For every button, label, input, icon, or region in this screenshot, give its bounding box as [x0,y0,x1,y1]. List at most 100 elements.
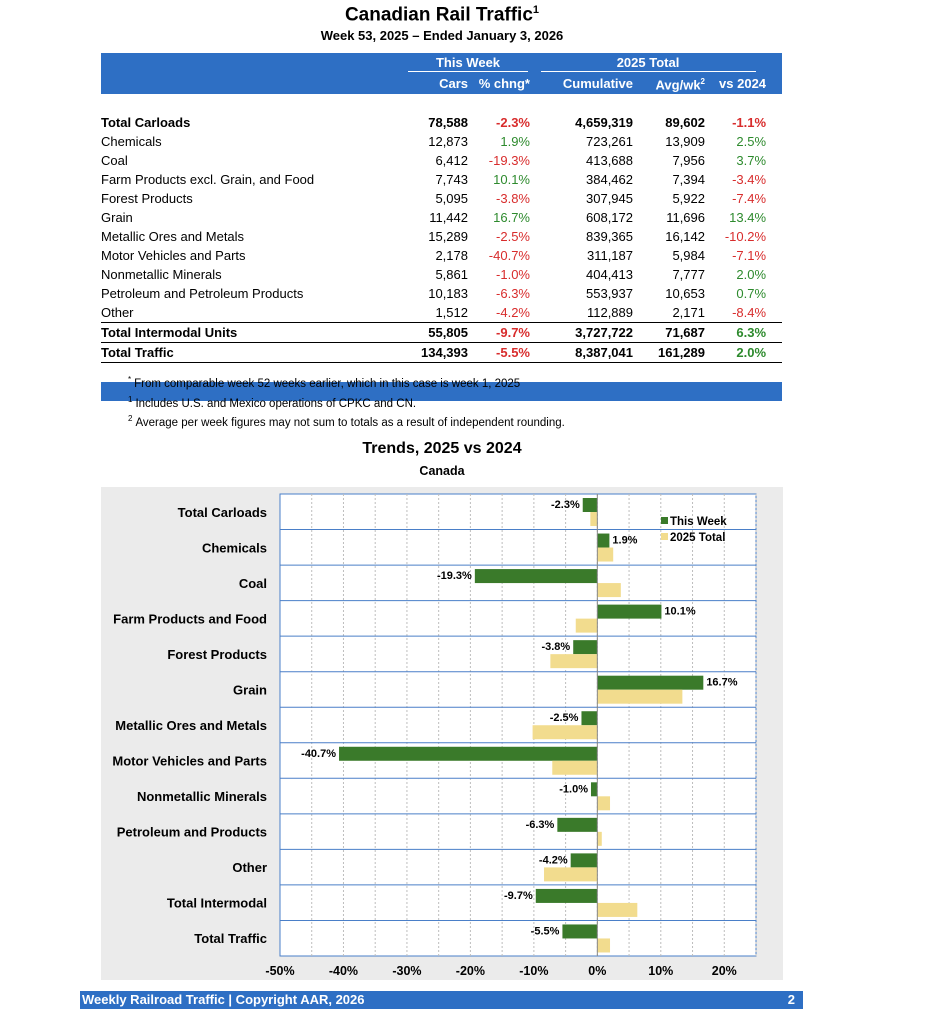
data-label: 1.9% [612,535,637,547]
table-group-header: This Week 2025 Total [101,53,783,72]
cell-cumulative: 307,945 [586,191,633,207]
cell-cars: 12,873 [428,134,468,150]
cell-pct-chng: -5.5% [468,342,530,364]
cell-pct-chng: -9.7% [468,322,530,343]
cell-avgwk: 5,922 [672,191,705,207]
cell-pct-chng: 1.9% [500,134,530,150]
x-tick-label: 0% [588,964,606,978]
bar-2025-total [597,547,614,562]
data-label: -9.7% [504,890,533,902]
bar-2025-total [550,654,598,669]
category-label: Motor Vehicles and Parts [112,754,267,769]
bar-2025-total [575,618,598,633]
bar-this-week [557,817,598,832]
x-tick-label: -40% [329,964,358,978]
cell-avgwk: 10,653 [665,286,705,302]
cell-pct-chng: 16.7% [493,210,530,226]
group-this-week: This Week [408,54,528,72]
category-label: Chemicals [202,540,267,555]
page-number: 2 [787,992,795,1007]
cell-pct-chng: -3.8% [496,191,530,207]
bar-2025-total [597,583,621,598]
bar-this-week [339,746,598,761]
cell-vs-2024: 3.7% [736,153,767,169]
data-label: 16.7% [706,677,737,689]
cell-cumulative: 723,261 [586,134,633,150]
row-label: Total Carloads [101,115,191,131]
bar-this-week [535,888,598,903]
traffic-table: This Week 2025 Total Cars % chng* Cumula… [101,53,783,402]
bar-2025-total [597,689,683,704]
cell-vs-2024: -1.1% [732,115,767,131]
cell-pct-chng: 10.1% [493,172,530,188]
table-row: Metallic Ores and Metals 15,289 -2.5% 839,3… [101,227,782,246]
footnote-1: 1 Includes U.S. and Mexico operations of … [128,395,417,410]
cell-avgwk: 16,142 [665,229,705,245]
cell-cars: 15,289 [428,229,468,245]
category-label: Farm Products and Food [113,611,267,626]
table-row: Grain 11,442 16.7% 608,172 11,696 13.4% [101,208,782,227]
x-tick-label: 10% [648,964,673,978]
bar-2025-total [597,831,602,846]
category-label: Total Carloads [178,505,267,520]
cell-pct-chng: -6.3% [496,286,530,302]
category-label: Grain [233,682,267,697]
table-row: Farm Products excl. Grain, and Food 7,743… [101,170,782,189]
data-label: -1.0% [559,783,588,795]
data-label: -40.7% [301,748,336,760]
col-pct-chng: % chng* [478,75,530,91]
row-label: Motor Vehicles and Parts [101,248,246,264]
bar-this-week [581,711,598,726]
bar-2025-total [590,512,598,526]
cell-pct-chng: -40.7% [488,248,530,264]
cell-cumulative: 311,187 [586,248,633,264]
col-cars: Cars [439,75,468,91]
cell-cars: 134,393 [406,342,468,364]
row-label: Total Traffic [101,342,406,364]
bar-this-week [573,640,598,655]
row-label: Coal [101,153,128,169]
category-label: Forest Products [167,647,267,662]
cell-vs-2024: -7.1% [732,248,767,264]
table-row: Total Traffic 134,393 -5.5% 8,387,041 161,28… [101,342,783,364]
table-row: Total Intermodal Units 55,805 -9.7% 3,727,7… [101,322,783,343]
category-label: Coal [239,576,267,591]
data-label: -2.3% [551,499,580,511]
legend-swatch [661,533,668,540]
cell-pct-chng: -19.3% [488,153,530,169]
cell-avgwk: 71,687 [633,322,705,343]
cell-avgwk: 89,602 [665,115,705,131]
category-label: Total Intermodal [167,896,267,911]
cell-cars: 5,861 [435,267,468,283]
row-label: Other [101,305,134,321]
cell-pct-chng: -2.5% [496,229,530,245]
cell-avgwk: 7,394 [672,172,705,188]
category-label: Metallic Ores and Metals [115,718,267,733]
cell-cars: 55,805 [406,322,468,343]
x-tick-label: -20% [456,964,485,978]
cell-cars: 6,412 [435,153,468,169]
chart-subtitle: Canada [419,464,465,478]
cell-pct-chng: -2.3% [496,115,530,131]
cell-vs-2024: -10.2% [724,229,767,245]
cell-avgwk: 161,289 [633,342,705,364]
category-label: Total Traffic [194,931,267,946]
cell-cars: 1,512 [435,305,468,321]
data-label: -4.2% [539,854,568,866]
cell-cumulative: 608,172 [586,210,633,226]
chart-title: Trends, 2025 vs 2024 [362,440,522,457]
data-label: -6.3% [526,819,555,831]
footer-text: Weekly Railroad Traffic | Copyright AAR,… [82,992,365,1007]
cell-cumulative: 553,937 [586,286,633,302]
page-footer: Weekly Railroad Traffic | Copyright AAR,… [80,991,803,1009]
cell-cumulative: 112,889 [586,305,633,321]
cell-avgwk: 5,984 [672,248,705,264]
x-tick-label: -30% [392,964,421,978]
bar-this-week [597,675,704,690]
col-vs-2024: vs 2024 [719,75,767,91]
cell-cumulative: 413,688 [586,153,633,169]
col-avgwk: Avg/wk2 [655,77,705,93]
cell-avgwk: 2,171 [672,305,705,321]
bar-this-week [597,533,610,548]
